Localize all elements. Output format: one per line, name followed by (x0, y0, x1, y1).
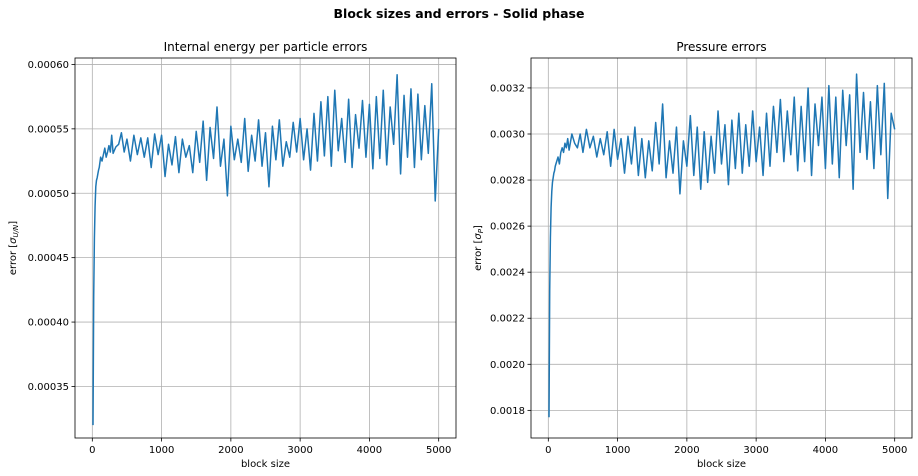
x-tick-label: 2000 (674, 445, 699, 456)
x-tick-label: 0 (545, 445, 551, 456)
y-tick-label: 0.0028 (490, 176, 525, 187)
chart-pressure: Pressure errors 0 1000 2000 3000 4000 5000 0.00… (473, 40, 913, 470)
x-tick-label: 0 (89, 445, 95, 456)
y-tick-label: 0.00040 (28, 318, 69, 329)
x-tick-label: 3000 (287, 445, 312, 456)
y-tick-label: 0.00060 (28, 60, 69, 71)
chart-title: Internal energy per particle errors (164, 40, 368, 54)
y-tick-label: 0.0026 (490, 222, 525, 233)
y-tick-label: 0.00045 (28, 253, 69, 264)
y-tick-label: 0.00055 (28, 124, 69, 135)
x-tick-label: 3000 (743, 445, 768, 456)
chart-internal-energy: Internal energy per particle errors 0 1000… (8, 40, 457, 470)
y-tick-label: 0.00035 (28, 382, 69, 393)
x-tick-label: 2000 (218, 445, 243, 456)
y-tick-label: 0.0024 (490, 268, 525, 279)
series-line (548, 73, 896, 418)
x-tick-label: 5000 (882, 445, 907, 456)
x-axis-label: block size (697, 459, 746, 470)
y-tick-label: 0.0020 (490, 360, 525, 371)
x-tick-label: 4000 (357, 445, 382, 456)
axes-frame (74, 57, 457, 439)
y-tick-label: 0.0032 (490, 83, 525, 94)
y-tick-label: 0.00050 (28, 189, 69, 200)
y-tick-label: 0.0022 (490, 314, 525, 325)
y-tick-label: 0.0030 (490, 130, 525, 141)
y-tick-label: 0.0018 (490, 406, 525, 417)
x-tick-label: 4000 (813, 445, 838, 456)
chart-title: Pressure errors (676, 40, 766, 54)
figure-suptitle: Block sizes and errors - Solid phase (334, 6, 585, 21)
series-line (92, 74, 440, 426)
x-tick-label: 1000 (605, 445, 630, 456)
x-tick-label: 5000 (426, 445, 451, 456)
x-tick-label: 1000 (149, 445, 174, 456)
y-axis-label: error [σP] (473, 225, 485, 271)
axes-frame (530, 57, 913, 439)
x-axis-label: block size (241, 459, 290, 470)
y-axis-label: error [σU/N] (8, 221, 20, 275)
